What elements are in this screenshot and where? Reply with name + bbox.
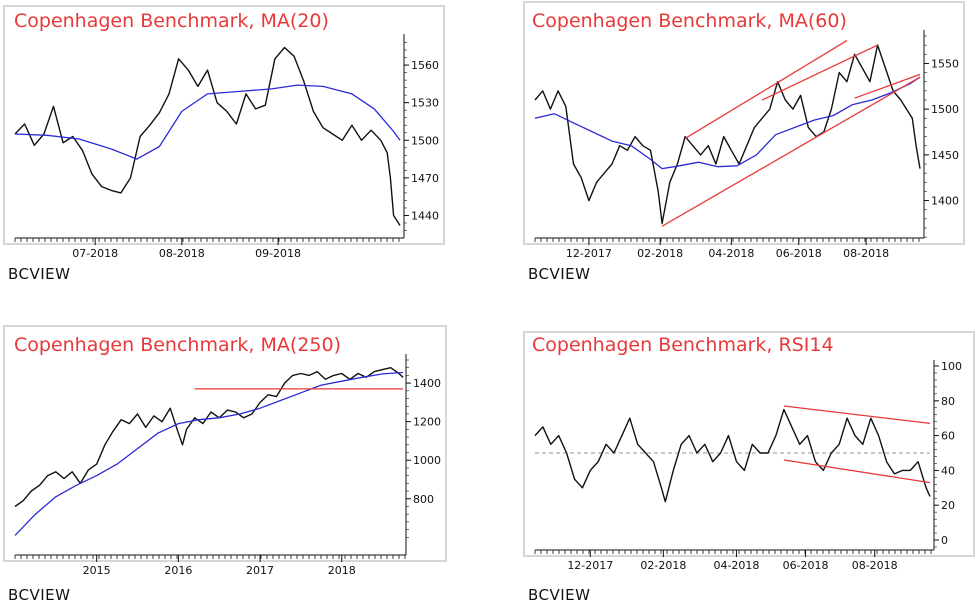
x-tick-label: 08-2018: [852, 559, 898, 572]
chart-panel-rsi14: 0 20 40 60 80 100 12-2017 02-2018 04-2018 06-2018…: [520, 320, 980, 611]
y-tick-label: 0: [941, 534, 948, 547]
y-tick-label: 1400: [931, 195, 959, 208]
x-tick-label: 08-2018: [843, 247, 889, 260]
chart-title: Copenhagen Benchmark, MA(20): [14, 10, 329, 32]
trend-line: [684, 40, 848, 139]
x-tick-label: 12-2017: [567, 559, 613, 572]
chart-ma250: 800 1000 1200 1400 2015 2016 2017 2018: [3, 325, 447, 577]
chart-frame: [523, 331, 975, 557]
chart-ma60: 1400 1450 1500 1550 12-2017 02-2018 04-2018 06-…: [523, 1, 965, 260]
x-tick-label: 06-2018: [776, 247, 822, 260]
chart-frame: [523, 1, 965, 245]
y-tick-label: 1500: [411, 134, 439, 147]
chart-title: Copenhagen Benchmark, MA(250): [14, 334, 341, 356]
x-tick-label: 07-2018: [72, 247, 118, 260]
chart-panel-ma60: 1400 1450 1500 1550 12-2017 02-2018 04-2018 06-…: [520, 0, 980, 306]
x-tick-label: 2015: [83, 564, 111, 577]
x-tick-label: 09-2018: [255, 247, 301, 260]
y-tick-label: 1470: [411, 172, 439, 185]
x-tick-label: 08-2018: [159, 247, 205, 260]
x-tick-label: 2017: [246, 564, 274, 577]
x-tick-label: 02-2018: [640, 559, 686, 572]
price-line: [14, 46, 401, 226]
y-tick-label: 1440: [411, 209, 439, 222]
y-tick-label: 1530: [411, 97, 439, 110]
y-tick-label: 1550: [931, 57, 959, 70]
chart-footer: BCVIEW: [8, 265, 71, 283]
chart-panel-ma20: 1440 1470 1500 1530 1560 07-2018 08-2018 09-201…: [0, 0, 490, 306]
x-tick-label: 12-2017: [566, 247, 612, 260]
x-tick-label: 02-2018: [637, 247, 683, 260]
chart-panel-ma250: 800 1000 1200 1400 2015 2016 2017 2018 Copenhag…: [0, 320, 490, 611]
chart-ma20: 1440 1470 1500 1530 1560 07-2018 08-2018 09-201…: [3, 5, 445, 260]
chart-rsi14: 0 20 40 60 80 100 12-2017 02-2018 04-2018 06-2018…: [523, 331, 975, 572]
chart-title: Copenhagen Benchmark, RSI14: [532, 334, 834, 356]
price-line: [14, 367, 404, 508]
chart-frame: [3, 5, 445, 245]
chart-footer: BCVIEW: [528, 265, 591, 283]
trend-line: [783, 459, 931, 484]
trend-line: [854, 73, 921, 99]
trend-line: [783, 405, 931, 425]
x-tick-label: 06-2018: [783, 559, 829, 572]
x-tick-label: 2016: [164, 564, 192, 577]
chart-frame: [3, 325, 447, 562]
y-tick-label: 60: [941, 430, 955, 443]
y-tick-label: 100: [941, 360, 962, 373]
trend-line: [661, 76, 921, 227]
y-tick-label: 1000: [413, 454, 441, 467]
y-tick-label: 1400: [413, 377, 441, 390]
price-line: [534, 44, 921, 225]
price-line: [534, 408, 931, 503]
moving-average-line: [14, 84, 401, 160]
trend-line: [761, 44, 878, 101]
y-tick-label: 800: [413, 493, 434, 506]
y-tick-label: 40: [941, 464, 955, 477]
x-tick-label: 04-2018: [713, 559, 759, 572]
y-tick-label: 1450: [931, 149, 959, 162]
chart-footer: BCVIEW: [528, 586, 591, 604]
chart-footer: BCVIEW: [8, 586, 71, 604]
y-tick-label: 1560: [411, 59, 439, 72]
moving-average-line: [534, 76, 921, 170]
x-tick-label: 04-2018: [708, 247, 754, 260]
chart-title: Copenhagen Benchmark, MA(60): [532, 10, 847, 32]
y-tick-label: 1200: [413, 416, 441, 429]
y-tick-label: 80: [941, 395, 955, 408]
x-tick-label: 2018: [328, 564, 356, 577]
y-tick-label: 20: [941, 499, 955, 512]
moving-average-line: [14, 371, 404, 536]
y-tick-label: 1500: [931, 103, 959, 116]
